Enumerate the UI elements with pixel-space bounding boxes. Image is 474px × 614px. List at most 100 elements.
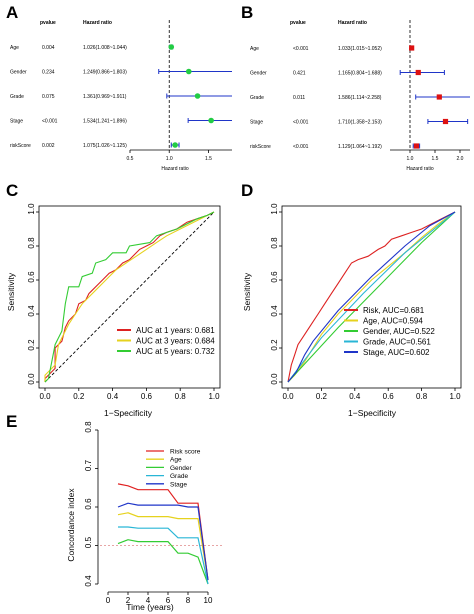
plot-frame	[38, 205, 221, 389]
x-axis-label: Time (years)	[126, 602, 174, 612]
row-hr-text: 1.710(1.358~2.153)	[338, 120, 382, 126]
row-pvalue: <0.001	[293, 120, 309, 126]
row-hr-text: 1.361(0.969~1.911)	[83, 94, 127, 100]
x-tick-label: 0.4	[349, 392, 361, 401]
y-tick-label: 0.2	[27, 339, 36, 351]
row-hr-text: 1.075(1.026~1.125)	[83, 143, 127, 149]
x-tick-label: 6	[166, 596, 171, 605]
y-tick-label: 0.6	[27, 271, 36, 283]
row-label: Age	[10, 45, 19, 51]
x-tick-label: 0.6	[383, 392, 395, 401]
x-tick-label: 1.0	[166, 156, 173, 162]
legend-label: Risk score	[170, 449, 201, 456]
roc-curve	[287, 211, 456, 383]
legend-label: Age	[170, 457, 182, 464]
row-hr-text: 1.534(1.241~1.896)	[83, 119, 127, 125]
row-label: Age	[250, 46, 259, 52]
row-hr-text: 1.249(0.866~1.803)	[83, 70, 127, 76]
x-tick-label: 4	[146, 596, 151, 605]
hr-point	[194, 93, 201, 99]
y-tick-label: 0.4	[27, 305, 36, 317]
x-tick-label: 0.8	[416, 392, 428, 401]
hr-point	[442, 118, 449, 125]
hr-point	[172, 142, 178, 148]
y-tick-label: 0.4	[84, 575, 93, 587]
x-tick-label: 0.4	[107, 392, 119, 401]
roc-plot-d: 0.00.0 0.2 0.2 0.4 0.4 0.6 0.6 0.8 0.8 1.0 1.0 Risk…	[242, 203, 462, 418]
hazard-ratio-header: Hazard ratio	[338, 20, 367, 26]
panel-letter-c: C	[6, 181, 18, 200]
x-tick-label: 2	[126, 596, 131, 605]
row-label: Grade	[250, 95, 264, 101]
concordance-line	[118, 526, 209, 585]
x-tick-label: 1.5	[205, 156, 212, 162]
x-tick-label: 0.5	[127, 156, 134, 162]
pvalue-header: pvalue	[290, 20, 306, 26]
row-pvalue: <0.001	[42, 119, 58, 125]
roc-curve	[44, 211, 215, 383]
pvalue-header: pvalue	[40, 20, 56, 26]
concordance-line	[117, 483, 209, 581]
row-pvalue: 0.011	[293, 95, 305, 101]
y-tick-label: 0.8	[270, 237, 279, 249]
y-tick-label: 0.8	[27, 237, 36, 249]
row-label: Gender	[250, 71, 267, 77]
concordance-line	[117, 512, 209, 581]
x-axis-label: 1−Specificity	[104, 408, 153, 418]
x-tick-label: 1.0	[208, 392, 220, 401]
row-label: Grade	[10, 94, 24, 100]
y-axis-label: Sensitivity	[242, 272, 252, 311]
row-hr-text: 1.026(1.008~1.044)	[83, 45, 127, 51]
y-axis-label: Concordance index	[66, 488, 76, 562]
hr-point	[185, 68, 192, 75]
row-hr-text: 1.165(0.804~1.688)	[338, 71, 382, 77]
y-tick-label: 0.2	[270, 339, 279, 351]
x-tick-label: 1.0	[407, 156, 414, 162]
x-axis-label: Hazard ratio	[161, 166, 188, 172]
legend-label: Grade	[170, 473, 188, 480]
roc-plot-c: 0.00.0 0.2 0.2 0.4 0.4 0.6 0.6 0.8 0.8 1.0 1.0 AUC …	[6, 203, 221, 418]
legend-label: Grade, AUC=0.561	[363, 338, 431, 347]
plot-frame	[281, 205, 462, 389]
legend-label: Risk, AUC=0.681	[363, 306, 425, 315]
row-hr-text: 1.586(1.114~2.258)	[338, 95, 382, 101]
row-pvalue: <0.001	[293, 46, 309, 52]
concordance-plot-e: 0 2 4 6 8 10 0.4 0.5 0.6 0.7 0.8 Risk scoreAgeGende…	[66, 421, 222, 612]
x-tick-label: 0.2	[73, 392, 85, 401]
row-pvalue: <0.001	[293, 144, 309, 150]
y-tick-label: 0.0	[27, 373, 36, 385]
x-tick-label: 1.0	[449, 392, 461, 401]
concordance-line	[117, 502, 209, 581]
y-tick-label: 1.0	[27, 203, 36, 215]
legend-label: Age, AUC=0.594	[363, 317, 423, 326]
row-pvalue: 0.234	[42, 70, 55, 76]
y-tick-label: 0.6	[270, 271, 279, 283]
legend-label: Gender, AUC=0.522	[363, 327, 435, 336]
row-label: Gender	[10, 70, 27, 76]
x-tick-label: 0.0	[282, 392, 294, 401]
x-tick-label: 1.5	[432, 156, 439, 162]
row-label: riskScore	[10, 143, 31, 149]
hr-point	[436, 94, 442, 100]
hr-point	[413, 143, 420, 149]
x-tick-label: 0.8	[175, 392, 187, 401]
row-hr-text: 1.033(1.015~1.052)	[338, 46, 382, 52]
roc-curve	[287, 211, 456, 383]
x-tick-label: 2.0	[457, 156, 464, 162]
y-tick-label: 0.7	[84, 459, 93, 471]
hr-point	[415, 69, 421, 76]
roc-curve	[287, 211, 456, 383]
concordance-line	[117, 539, 209, 585]
x-tick-label: 0.2	[316, 392, 328, 401]
hr-point	[409, 45, 415, 51]
roc-curve	[287, 211, 456, 383]
y-tick-label: 1.0	[270, 203, 279, 215]
row-label: Stage	[250, 120, 263, 126]
roc-curve	[287, 211, 456, 383]
row-hr-text: 1.129(1.064~1.192)	[338, 144, 382, 150]
row-pvalue: 0.075	[42, 94, 55, 100]
row-pvalue: 0.421	[293, 71, 306, 77]
diagonal-reference-line	[44, 211, 215, 383]
panel-letter-e: E	[6, 412, 17, 431]
y-axis-label: Sensitivity	[6, 272, 16, 311]
